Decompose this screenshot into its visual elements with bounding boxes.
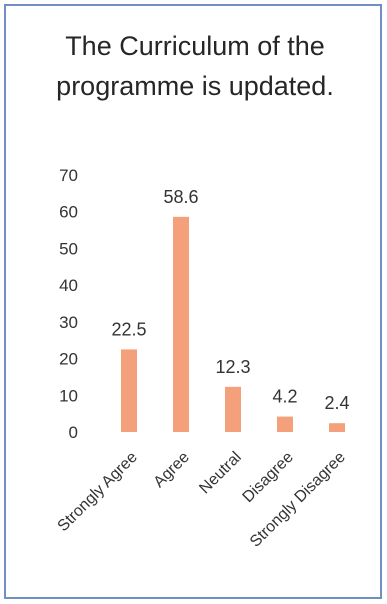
category-labels: Strongly Agree Agree NeutralDisagreeStrong… <box>55 449 349 551</box>
y-tick-label: 60 <box>59 203 78 222</box>
y-tick-label: 0 <box>69 423 78 442</box>
data-labels: 22.5 58.6 12.3 4.2 2.4 <box>111 187 349 413</box>
y-axis-ticks: 0 10 20 30 40 50 60 70 <box>59 166 78 442</box>
y-tick-label: 40 <box>59 276 78 295</box>
category-label: Neutral <box>196 449 244 497</box>
y-tick-label: 50 <box>59 239 78 258</box>
y-tick-label: 30 <box>59 313 78 332</box>
category-label: Strongly Agree <box>55 449 141 535</box>
category-label: Strongly Disagree <box>247 449 349 551</box>
bar <box>121 349 137 432</box>
data-label: 4.2 <box>272 387 297 407</box>
y-tick-label: 70 <box>59 166 78 185</box>
data-label: 22.5 <box>111 319 146 339</box>
y-tick-label: 20 <box>59 350 78 369</box>
bar <box>173 216 189 432</box>
bar <box>329 423 345 432</box>
bar <box>225 386 241 432</box>
bars <box>121 216 345 432</box>
data-label: 12.3 <box>215 357 250 377</box>
y-tick-label: 10 <box>59 386 78 405</box>
data-label: 58.6 <box>163 187 198 207</box>
chart-frame <box>4 4 382 599</box>
data-label: 2.4 <box>324 393 349 413</box>
category-label: Agree <box>151 449 193 491</box>
chart-title: The Curriculum of the programme is updat… <box>56 31 334 101</box>
bar <box>277 416 293 432</box>
